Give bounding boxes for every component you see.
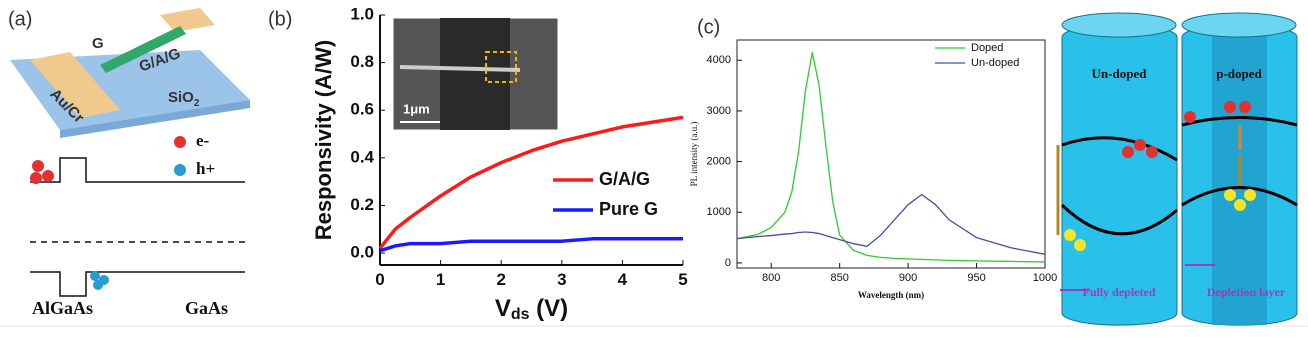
- material-label: AlGaAs: [32, 298, 93, 318]
- x-tick-label: 5: [678, 270, 687, 289]
- electron: [1224, 101, 1236, 113]
- inset-highlight: [485, 51, 517, 83]
- hole: [1224, 189, 1236, 201]
- panel-label: (b): [268, 8, 292, 30]
- material-label: GaAs: [185, 298, 228, 318]
- inset-gap: [440, 18, 510, 130]
- scale-label: 1μm: [403, 101, 430, 116]
- band: [1061, 136, 1178, 162]
- band: [1181, 116, 1298, 127]
- y-axis-label: Responsivity (A/W): [311, 40, 336, 240]
- label: SiO: [168, 89, 194, 106]
- diagram-caption: Fully depleted: [1082, 285, 1155, 299]
- electron: [32, 160, 44, 172]
- hole: [1234, 199, 1246, 211]
- y-tick-label: 1000: [707, 206, 731, 218]
- x-axis-label: (V): [530, 295, 569, 322]
- band: [1060, 203, 1178, 236]
- legend-label: Un-doped: [971, 57, 1019, 69]
- x-tick-label: 2: [496, 270, 505, 289]
- electron: [1146, 146, 1158, 158]
- y-tick-label: 1.0: [350, 4, 374, 23]
- y-tick-label: 0.6: [350, 100, 374, 119]
- x-tick-label: 950: [967, 272, 985, 284]
- diagram-title: Un-doped: [1092, 66, 1148, 81]
- legend-label: h+: [196, 159, 215, 178]
- label: 2: [194, 98, 200, 109]
- electron: [1122, 146, 1134, 158]
- hole: [1074, 239, 1086, 251]
- electron: [1134, 139, 1146, 151]
- electrode: [30, 52, 120, 118]
- valence-band: [30, 271, 245, 297]
- data-line: [379, 237, 683, 253]
- x-tick-label: 850: [830, 272, 848, 284]
- y-tick-label: 0.0: [350, 243, 374, 262]
- hole: [1064, 229, 1076, 241]
- x-tick-label: 0: [375, 270, 384, 289]
- y-tick-label: 0: [725, 257, 731, 269]
- nanowire-top: [1061, 12, 1177, 38]
- x-tick-label: 1: [436, 270, 445, 289]
- legend-hole: [174, 164, 186, 176]
- x-axis-label: V: [495, 295, 511, 322]
- nanowire-diagram: [1056, 12, 1298, 326]
- legend-label: Pure G: [599, 199, 658, 219]
- diagram-caption: Depletion layer: [1207, 285, 1286, 299]
- inset-image: [392, 17, 559, 131]
- data-line: [378, 115, 684, 250]
- legend-label: Doped: [971, 42, 1003, 54]
- legend-label: G/A/G: [599, 169, 650, 189]
- electron: [30, 172, 42, 184]
- nanowire: [100, 26, 186, 73]
- label: SiO2: [168, 89, 200, 109]
- electron: [1239, 101, 1251, 113]
- data-line: [736, 52, 1046, 263]
- electron: [42, 170, 54, 182]
- x-tick-label: 4: [618, 270, 628, 289]
- x-tick-label: 1000: [1033, 272, 1057, 284]
- y-tick-label: 0.2: [350, 195, 374, 214]
- hole: [1244, 189, 1256, 201]
- panel-label: (a): [8, 8, 32, 30]
- legend-label: e-: [196, 131, 210, 150]
- x-tick-label: 800: [762, 272, 780, 284]
- label: G: [92, 35, 104, 52]
- conduction-band: [30, 157, 245, 183]
- x-tick-label: 900: [899, 272, 917, 284]
- x-axis-label: Vds (V): [495, 295, 568, 323]
- y-tick-label: 2000: [707, 156, 731, 168]
- x-tick-label: 3: [557, 270, 566, 289]
- diagram-title: p-doped: [1216, 66, 1262, 81]
- band-diagram: [30, 136, 245, 297]
- y-axis-label: PL intensity (a.u.): [689, 122, 699, 187]
- substrate-edge: [60, 100, 250, 138]
- y-tick-label: 4000: [707, 54, 731, 66]
- hole: [90, 271, 100, 281]
- electrode: [160, 8, 215, 32]
- x-axis-label: Wavelength (nm): [858, 290, 924, 300]
- x-axis-label: ds: [511, 306, 530, 323]
- y-tick-label: 0.4: [350, 147, 374, 166]
- legend-electron: [174, 136, 186, 148]
- inset-wire: [399, 65, 521, 72]
- plot-frame: [736, 39, 1046, 269]
- data-line: [736, 193, 1046, 255]
- y-tick-label: 3000: [707, 105, 731, 117]
- hole: [93, 280, 103, 290]
- y-tick-label: 0.8: [350, 52, 374, 71]
- device-diagram: Au/Cr G G/A/G SiO2: [10, 8, 250, 138]
- band: [1181, 186, 1298, 207]
- panel-label: (c): [697, 16, 720, 38]
- electron: [1184, 111, 1196, 123]
- nanowire-top: [1181, 12, 1297, 38]
